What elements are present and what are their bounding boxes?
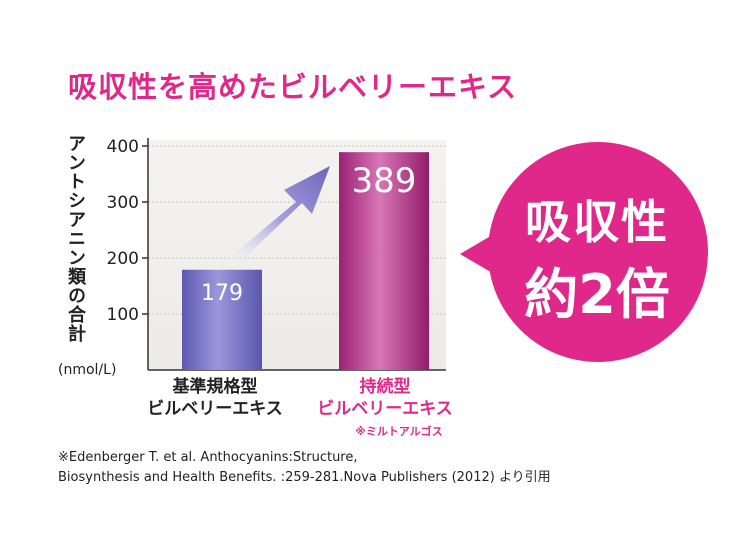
category-label-standard-line2: ビルベリーエキス <box>147 399 283 419</box>
badge-text-line1: 吸収性 <box>525 195 669 249</box>
unit-label: (nmol/L) <box>58 362 117 378</box>
source-citation: ※Edenberger T. et al. Anthocyanins:Struc… <box>58 448 551 488</box>
source-citation-line2: Biosynthesis and Health Benefits. :259-2… <box>58 470 551 485</box>
badge-text-line2: 約2倍 <box>524 263 670 326</box>
y-axis-label: アントシアニン類の合計 <box>65 134 86 343</box>
y-tick-label: 100 <box>107 305 139 325</box>
category-label-sustained-line2: ビルベリーエキス <box>317 399 453 419</box>
bar-standard <box>182 269 262 370</box>
absorption-badge <box>460 142 708 362</box>
y-tick-label: 400 <box>107 137 139 157</box>
category-label-sustained-line1: 持続型 <box>359 377 411 397</box>
bar-standard-value-label: 179 <box>201 281 243 306</box>
category-label-standard: 基準規格型 ビルベリーエキス <box>140 376 290 420</box>
category-label-sustained: 持続型 ビルベリーエキス <box>300 376 470 420</box>
trend-arrow <box>224 166 330 268</box>
chart-title: 吸収性を高めたビルベリーエキス <box>68 70 518 104</box>
bar-sustained <box>339 152 429 370</box>
source-citation-line1: ※Edenberger T. et al. Anthocyanins:Struc… <box>58 450 358 465</box>
badge-pointer <box>460 234 494 274</box>
category-label-standard-line1: 基準規格型 <box>172 377 258 397</box>
y-tick-label: 200 <box>107 249 139 269</box>
category-note: ※ミルトアルゴス <box>355 425 443 438</box>
bar-sustained-value-label: 389 <box>352 161 417 201</box>
y-tick-label: 300 <box>107 193 139 213</box>
badge-circle <box>488 142 708 362</box>
